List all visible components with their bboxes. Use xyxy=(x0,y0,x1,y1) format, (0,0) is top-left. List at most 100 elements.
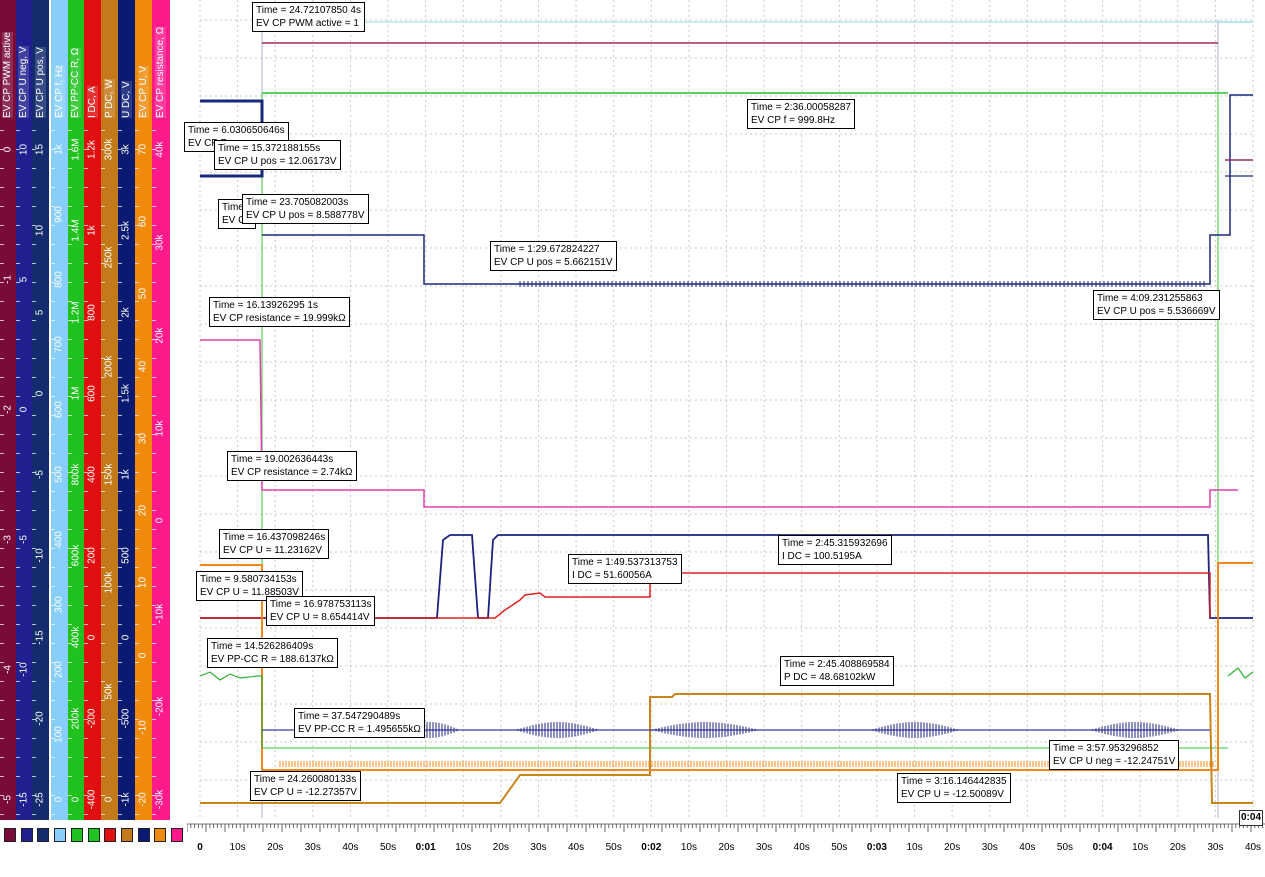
axis-tick xyxy=(135,548,139,549)
readout-value: EV CP resistance = 19.999kΩ xyxy=(213,313,346,324)
cursor-readout[interactable]: Time = 23.705082003s EV CP U pos = 8.5887… xyxy=(242,194,369,224)
axis-color-swatch[interactable] xyxy=(70,828,83,842)
axis-color-swatch[interactable] xyxy=(104,828,117,842)
series-p-dc xyxy=(200,693,1253,804)
axis-strip[interactable]: EV CP U pos, V 15 10 5 0 -5 -10 -15 -20 -25 xyxy=(32,0,49,820)
axis-tick xyxy=(68,415,72,416)
axis-strip[interactable]: U DC, V 3k 2.5k 2k 1.5k 1k 500 0 -500 -1k xyxy=(118,0,135,820)
axis-tick-label: 700 xyxy=(53,336,65,353)
axis-color-swatch[interactable] xyxy=(37,828,50,842)
axis-tick xyxy=(51,548,55,549)
axis-tick xyxy=(51,187,55,188)
cursor-readout[interactable]: Time = 1:49.537313753 I DC = 51.60056A xyxy=(568,554,682,584)
axis-tick xyxy=(101,529,105,530)
axis-tick xyxy=(68,567,72,568)
cursor-readout[interactable]: Time = 16.437098246s EV CP U = 11.23162V xyxy=(219,529,330,559)
time-axis-tick-label: 10s xyxy=(906,842,922,853)
axis-color-swatch[interactable] xyxy=(4,828,16,842)
axis-tick-label: 10 xyxy=(137,577,149,589)
axis-tick xyxy=(51,472,55,473)
axis-tick xyxy=(152,377,156,378)
cursor-readout[interactable]: Time = 19.002636443s EV CP resistance = 2… xyxy=(227,451,357,481)
axis-tick xyxy=(51,282,55,283)
cursor-readout[interactable]: Time = 37.547290489s EV PP-CC R = 1.49565… xyxy=(294,708,425,738)
axis-tick xyxy=(118,263,122,264)
axis-strip[interactable]: EV CP resistance, Ω 40k 30k 20k 10k 0 -10k -20k… xyxy=(152,0,170,820)
axis-color-swatch[interactable] xyxy=(87,828,100,842)
axis-color-swatch[interactable] xyxy=(54,828,67,842)
axis-tick-label: 3k xyxy=(120,144,132,155)
axis-color-swatch[interactable] xyxy=(20,828,33,842)
readout-time: Time = 14.526286409s xyxy=(211,641,314,652)
axis-tick-label: -10 xyxy=(34,548,46,563)
axis-name: EV CP resistance, Ω xyxy=(155,26,166,118)
axis-tick xyxy=(101,244,105,245)
axis-tick xyxy=(16,605,20,606)
axis-tick xyxy=(84,510,88,511)
axis-tick xyxy=(0,453,4,454)
axis-tick-label: 1k xyxy=(53,144,65,155)
axis-tick-label: 0 xyxy=(120,634,132,640)
axis-strip[interactable]: EV CP PWM active 0 -1 -2 -3 -4 -5 xyxy=(0,0,16,820)
axis-tick xyxy=(0,396,4,397)
axis-color-swatch[interactable] xyxy=(154,828,167,842)
axis-strip[interactable]: EV CP f, Hz 1k 900 800 700 600 500 400 300 200 100… xyxy=(51,0,68,820)
axis-tick xyxy=(0,358,4,359)
axis-color-swatch[interactable] xyxy=(137,828,150,842)
cursor-readout[interactable]: Time = 1:29.672824227 EV CP U pos = 5.662… xyxy=(490,241,617,271)
axis-tick xyxy=(84,795,88,796)
cursor-readout[interactable]: Time = 16.978753113s EV CP U = 8.654414V xyxy=(266,596,376,626)
time-axis-end-label[interactable]: 0:04 xyxy=(1239,810,1263,826)
cursor-readout[interactable]: Time = 2:45.408869584 P DC = 48.68102kW xyxy=(780,656,894,686)
axis-strip[interactable]: P DC, W 300k 250k 200k 150k 100k 50k 0 xyxy=(101,0,118,820)
axis-tick xyxy=(51,434,55,435)
cursor-readout[interactable]: Time = 2:45.315932696 I DC = 100.5195A xyxy=(778,535,892,565)
cursor-readout[interactable]: Time = 2:36.00058287 EV CP f = 999.8Hz xyxy=(747,99,855,129)
cursor-readout[interactable]: Time = 9.580734153s EV CP U = 11.88503V xyxy=(196,571,303,601)
axis-tick xyxy=(135,263,139,264)
readout-value: EV CP f = 999.8Hz xyxy=(751,115,836,126)
cursor-readout[interactable]: Time = 3:16.146442835 EV CP U = -12.50089… xyxy=(897,773,1011,803)
axis-tick xyxy=(118,510,122,511)
axis-strip[interactable]: I DC, A 1.2k 1k 800 600 400 200 0 -200 -400 xyxy=(84,0,101,820)
cursor-readout[interactable]: Time = 3:57.953296852 EV CP U neg = -12.2… xyxy=(1049,740,1180,770)
time-axis-tick-label: 20s xyxy=(1170,842,1186,853)
cursor-readout[interactable]: Time = 24.72107850 4s EV CP PWM active = … xyxy=(252,2,365,32)
axis-tick xyxy=(152,358,156,359)
cursor-readout[interactable]: Time = 14.526286409s EV PP-CC R = 188.613… xyxy=(207,638,338,668)
axis-tick xyxy=(118,738,122,739)
axis-tick xyxy=(118,605,122,606)
axis-tick xyxy=(101,187,105,188)
axis-tick-label: 800k xyxy=(70,463,82,486)
axis-tick xyxy=(68,320,72,321)
cursor-readout[interactable]: Time = 24.260080133s EV CP U = -12.27357V xyxy=(250,771,361,801)
axis-tick xyxy=(101,719,105,720)
axis-tick-label: 5 xyxy=(34,309,46,315)
axis-tick xyxy=(32,225,36,226)
axis-strip[interactable]: EV CP U neg, V 10 5 0 -5 -10 -15 xyxy=(16,0,32,820)
readout-time: Time xyxy=(222,202,244,213)
axis-color-swatch[interactable] xyxy=(120,828,133,842)
axis-tick xyxy=(118,187,122,188)
axis-strip[interactable]: EV CP U, V 70 60 50 40 30 20 10 0 -10 -20 xyxy=(135,0,152,820)
cursor-readout[interactable]: Time = 16.13926295 1s EV CP resistance = … xyxy=(209,297,350,327)
axis-tick-label: 10 xyxy=(18,143,30,156)
time-axis-tick-label: 50s xyxy=(606,842,622,853)
axis-tick xyxy=(101,130,105,131)
axis-tick xyxy=(84,548,88,549)
axis-tick-label: 900 xyxy=(53,206,65,223)
cursor-readout[interactable]: Time = 15.372188155s EV CP U pos = 12.061… xyxy=(214,140,341,170)
axis-color-swatch[interactable] xyxy=(171,828,183,842)
readout-time: Time = 16.437098246s xyxy=(223,532,326,543)
time-axis[interactable]: 0 10s 20s 30s 40s 50s 0:01 10s 20s 30s 40s 50s 0:02 1… xyxy=(186,820,1265,872)
axis-tick xyxy=(32,187,36,188)
axis-tick xyxy=(68,358,72,359)
axis-strip[interactable]: EV PP-CC R, Ω 1.6M 1.4M 1.2M 1M 800k 600k 400k 2… xyxy=(68,0,84,820)
cursor-readout[interactable]: Time = 4:09.231255863 EV CP U pos = 5.536… xyxy=(1093,290,1220,320)
axis-tick xyxy=(51,757,55,758)
axis-tick xyxy=(135,339,139,340)
axis-tick xyxy=(0,510,4,511)
axis-tick-label: 250k xyxy=(103,246,115,269)
cursor-readout[interactable]: Time EV CP xyxy=(218,199,257,229)
axis-tick xyxy=(152,814,156,815)
